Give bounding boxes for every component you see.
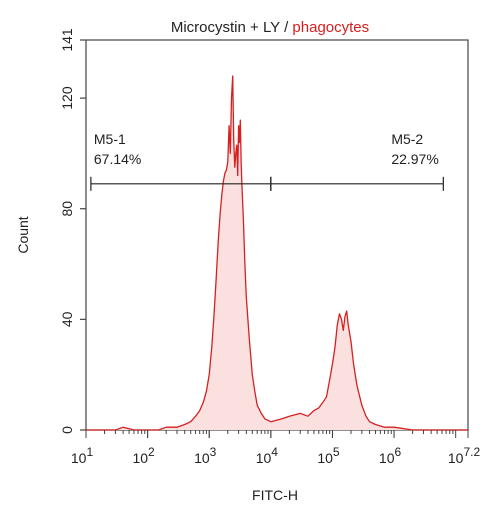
y-tick-label: 0 <box>59 426 75 434</box>
marker-percent: 22.97% <box>391 151 438 167</box>
marker-name: M5-1 <box>94 131 126 147</box>
x-tick-label: 101 <box>71 445 94 466</box>
chart-title-population: phagocytes <box>292 19 369 36</box>
plot-frame <box>85 39 469 431</box>
x-tick-label: 105 <box>317 445 340 466</box>
x-tick-label: 107.2 <box>448 445 481 466</box>
marker-percent: 67.14% <box>94 151 141 167</box>
x-axis: 101 102 103 104 105 106 107.2 <box>71 430 481 466</box>
x-tick-label: 103 <box>194 445 217 466</box>
chart-title-main: Microcystin + LY / <box>171 19 293 36</box>
y-tick-label: 80 <box>59 201 75 217</box>
x-tick-label: 104 <box>256 445 279 466</box>
histogram-line <box>86 75 468 431</box>
series-layer <box>86 75 468 431</box>
y-axis: 0 40 80 120 141 <box>59 28 86 434</box>
y-axis-label: Count <box>15 216 31 253</box>
chart-title: Microcystin + LY / phagocytes <box>171 19 369 36</box>
x-axis-label: FITC-H <box>252 487 298 503</box>
marker-layer: M5-1 67.14% M5-2 22.97% <box>90 131 444 191</box>
y-tick-label: 141 <box>59 28 75 52</box>
x-tick-label: 106 <box>379 445 402 466</box>
marker-name: M5-2 <box>391 131 423 147</box>
y-tick-label: 40 <box>59 311 75 327</box>
x-tick-label: 102 <box>132 445 155 466</box>
y-tick-label: 120 <box>59 86 75 110</box>
histogram-fill <box>86 76 468 430</box>
